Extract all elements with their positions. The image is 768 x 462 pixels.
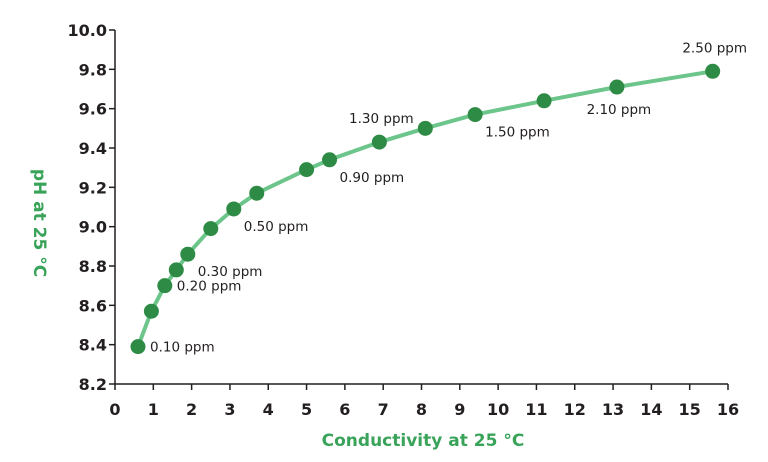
- data-label: 0.10 ppm: [150, 340, 215, 356]
- x-tick-label: 8: [416, 400, 427, 419]
- x-tick-label: 4: [263, 400, 274, 419]
- data-label: 0.30 ppm: [198, 264, 263, 280]
- x-tick-label: 2: [186, 400, 197, 419]
- y-tick-label: 9.4: [79, 139, 107, 158]
- x-tick-label: 11: [525, 400, 547, 419]
- axes: [109, 29, 729, 390]
- series-line: [136, 69, 715, 349]
- y-tick-label: 10.0: [68, 21, 107, 40]
- data-point: [168, 262, 184, 278]
- data-label: 2.50 ppm: [682, 40, 747, 56]
- data-point: [417, 120, 433, 136]
- y-tick-label: 9.6: [79, 100, 107, 119]
- data-point: [143, 303, 159, 319]
- x-tick-label: 13: [602, 400, 624, 419]
- data-point: [249, 185, 265, 201]
- y-tick-label: 9.0: [79, 218, 107, 237]
- data-label: 1.30 ppm: [349, 111, 414, 127]
- x-tick-label: 12: [564, 400, 586, 419]
- data-point: [130, 339, 146, 355]
- data-label: 2.10 ppm: [587, 102, 652, 118]
- data-point: [203, 221, 219, 237]
- data-point: [299, 162, 315, 178]
- data-point: [467, 107, 483, 123]
- tick-labels: 8.28.48.68.89.09.29.49.69.810.00 1 2 3 4 5 6 7 8…: [68, 21, 740, 419]
- x-tick-label: 0: [109, 400, 120, 419]
- x-tick-label: 14: [640, 400, 662, 419]
- data-point: [705, 63, 721, 79]
- x-tick-label: 7: [378, 400, 389, 419]
- x-tick-label: 1: [148, 400, 159, 419]
- y-tick-label: 9.2: [79, 178, 107, 197]
- data-point: [157, 278, 173, 294]
- y-axis-title: pH at 25 °C: [29, 169, 49, 277]
- y-tick-label: 8.2: [79, 375, 107, 394]
- data-point: [371, 134, 387, 150]
- x-tick-label: 3: [224, 400, 235, 419]
- data-label: 0.90 ppm: [340, 170, 405, 186]
- data-point: [180, 246, 196, 262]
- data-point: [536, 93, 552, 109]
- y-tick-label: 9.8: [79, 60, 107, 79]
- data-point: [322, 152, 338, 168]
- data-label: 0.50 ppm: [244, 219, 309, 235]
- y-tick-label: 8.8: [79, 257, 107, 276]
- x-tick-label: 6: [339, 400, 350, 419]
- x-tick-label: 9: [454, 400, 465, 419]
- data-point: [226, 201, 242, 217]
- x-tick-label: 15: [679, 400, 701, 419]
- x-axis-title: Conductivity at 25 °C: [322, 431, 525, 451]
- data-label: 0.20 ppm: [177, 279, 242, 295]
- x-tick-label: 10: [487, 400, 509, 419]
- data-label: 1.50 ppm: [485, 125, 550, 141]
- data-series: [130, 63, 721, 355]
- x-tick-label: 5: [301, 400, 312, 419]
- y-tick-label: 8.6: [79, 296, 107, 315]
- data-point: [609, 79, 625, 95]
- y-tick-label: 8.4: [79, 336, 107, 355]
- x-tick-label: 16: [717, 400, 739, 419]
